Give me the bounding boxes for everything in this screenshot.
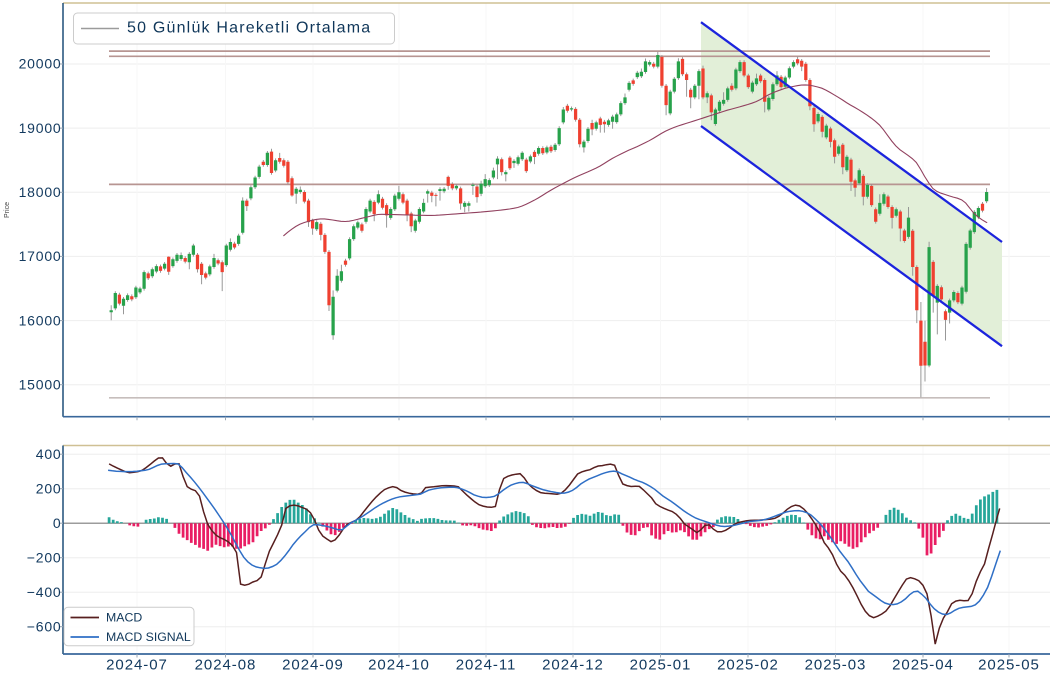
svg-text:2024-09: 2024-09 <box>282 657 344 674</box>
svg-text:200: 200 <box>36 480 62 496</box>
svg-text:2024-07: 2024-07 <box>106 657 168 674</box>
svg-text:2024-10: 2024-10 <box>368 657 430 674</box>
svg-text:2025-03: 2025-03 <box>805 657 867 674</box>
svg-text:−400: −400 <box>27 584 62 600</box>
svg-text:2024-08: 2024-08 <box>195 657 257 674</box>
svg-text:Price: Price <box>4 202 11 218</box>
svg-text:16000: 16000 <box>19 312 62 328</box>
svg-text:−200: −200 <box>27 549 62 565</box>
svg-text:2025-05: 2025-05 <box>978 657 1040 674</box>
svg-text:18000: 18000 <box>19 184 62 200</box>
svg-text:19000: 19000 <box>19 120 62 136</box>
svg-text:0: 0 <box>53 515 62 531</box>
svg-text:20000: 20000 <box>19 56 62 72</box>
svg-text:2024-12: 2024-12 <box>542 657 604 674</box>
svg-text:2025-04: 2025-04 <box>892 657 954 674</box>
svg-text:MACD SIGNAL: MACD SIGNAL <box>106 630 191 644</box>
svg-text:400: 400 <box>36 446 62 462</box>
svg-text:50 Günlük Hareketli Ortalama: 50 Günlük Hareketli Ortalama <box>127 20 371 37</box>
svg-text:2025-02: 2025-02 <box>717 657 779 674</box>
svg-text:2025-01: 2025-01 <box>630 657 692 674</box>
svg-text:MACD: MACD <box>106 611 142 625</box>
svg-text:2024-11: 2024-11 <box>456 657 517 674</box>
svg-text:15000: 15000 <box>19 376 62 392</box>
svg-text:17000: 17000 <box>19 248 62 264</box>
svg-text:−600: −600 <box>27 618 62 634</box>
